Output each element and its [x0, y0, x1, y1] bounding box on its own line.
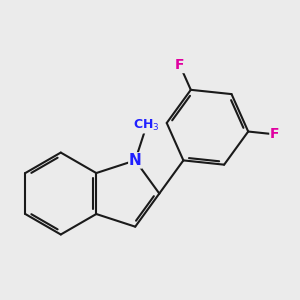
Text: F: F — [175, 58, 185, 73]
Text: N: N — [129, 153, 142, 168]
Text: CH$_3$: CH$_3$ — [133, 118, 160, 133]
Text: F: F — [270, 127, 279, 141]
